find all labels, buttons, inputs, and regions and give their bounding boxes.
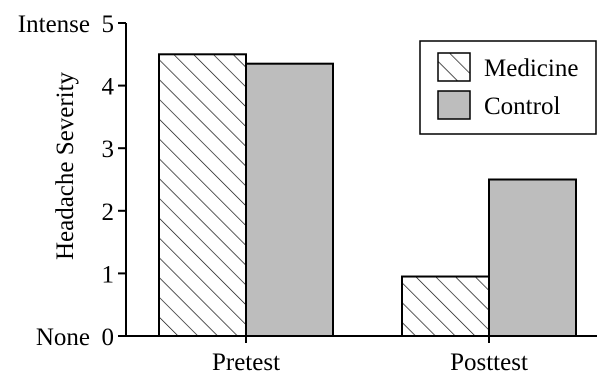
y-tick-word-high: Intense (18, 11, 90, 38)
x-tick-labels: Pretest Posttest (212, 336, 528, 376)
y-ticks: 0 1 2 3 4 5 None Intense (18, 11, 126, 351)
y-tick-label: 0 (102, 324, 115, 351)
legend-label-medicine: Medicine (484, 55, 578, 82)
y-tick-label: 1 (102, 261, 115, 288)
legend-swatch-medicine (437, 52, 471, 82)
y-tick-label: 5 (102, 11, 115, 38)
x-tick-label: Pretest (212, 349, 280, 376)
x-tick-label: Posttest (450, 349, 528, 376)
y-tick-label: 4 (102, 74, 115, 101)
y-tick-label: 3 (102, 136, 115, 163)
bar-control-pretest (245, 62, 334, 337)
y-tick-label: 2 (102, 199, 115, 226)
bar-medicine-posttest (401, 275, 490, 337)
y-axis-label: Headache Severity (52, 71, 79, 260)
bars (158, 53, 577, 338)
y-tick-word-low: None (36, 324, 90, 351)
legend: Medicine Control (419, 40, 597, 135)
legend-swatch-control (437, 90, 471, 120)
legend-label-control: Control (484, 93, 560, 120)
bar-control-posttest (488, 178, 577, 337)
bar-medicine-pretest (158, 53, 247, 338)
